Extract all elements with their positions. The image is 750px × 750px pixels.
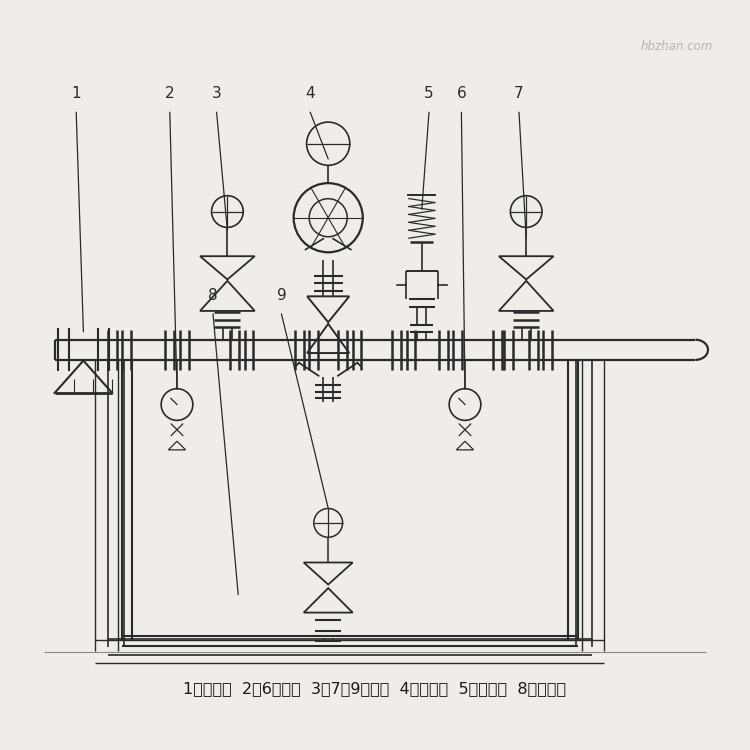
Text: 9: 9 [277,288,286,303]
Text: 5: 5 [424,86,433,101]
Text: hbzhan.com: hbzhan.com [641,40,713,53]
Text: 1: 1 [71,86,81,101]
Text: 1、过滤器  2、6压力表  3、7、9、闸阀  4、减压阀  5、安全阀  8、旁通道: 1、过滤器 2、6压力表 3、7、9、闸阀 4、减压阀 5、安全阀 8、旁通道 [184,681,566,696]
Text: 8: 8 [209,288,218,303]
Text: 2: 2 [165,86,175,101]
Text: 4: 4 [305,86,315,101]
Text: 6: 6 [457,86,466,101]
Text: 7: 7 [514,86,523,101]
Text: 3: 3 [211,86,221,101]
